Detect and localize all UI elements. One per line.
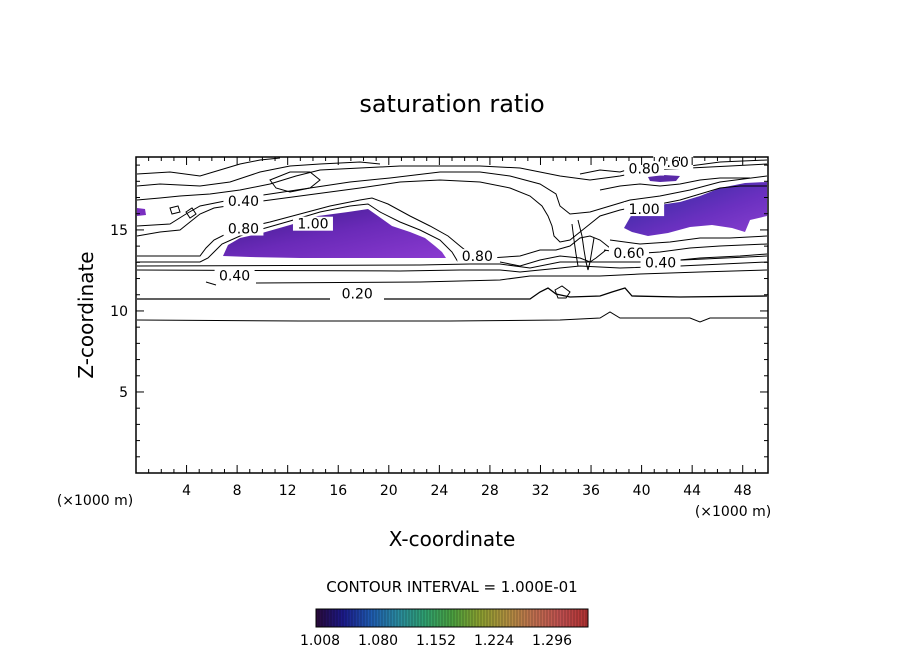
x-tick-label: 40	[633, 483, 651, 499]
contour-label: 0.80	[629, 162, 660, 178]
x-axis-ticks: 4 8 12 16 20 24 28 32 36 40 44 48	[148, 157, 756, 499]
shaded-region-top-right	[648, 175, 680, 182]
colorbar-tick-label: 1.224	[474, 633, 514, 649]
y-unit-label: (×1000 m)	[57, 493, 133, 509]
contour-interval-text: CONTOUR INTERVAL = 1.000E-01	[326, 578, 577, 596]
contour-label: 0.80	[228, 222, 259, 238]
y-axis-ticks: 5 10 15	[110, 164, 768, 458]
x-tick-label: 16	[329, 483, 347, 499]
contour-label: 0.60	[613, 246, 644, 262]
contour-label: 0.40	[228, 194, 259, 210]
x-tick-label: 8	[233, 483, 242, 499]
contour-label: 0.20	[342, 286, 373, 302]
x-tick-label: 32	[532, 483, 550, 499]
contour-label-bg	[214, 268, 255, 283]
y-tick-label: 15	[110, 223, 128, 239]
y-tick-label: 5	[119, 385, 128, 401]
contour-label-group: 0.200.400.800.401.000.800.600.801.000.60…	[214, 155, 694, 302]
colorbar-stripes	[318, 609, 587, 627]
contour-label-bg	[457, 249, 498, 264]
contour-label-bg	[640, 255, 681, 270]
colorbar-tick-label: 1.152	[416, 633, 456, 649]
shaded-region-right	[624, 182, 767, 236]
x-tick-label: 44	[683, 483, 701, 499]
shaded-region-left-edge	[137, 208, 146, 216]
y-axis-label: Z-coordinate	[74, 251, 98, 378]
contour-label: 0.40	[645, 256, 676, 272]
contour-label-bg	[337, 286, 378, 301]
colorbar-tick-label: 1.008	[300, 633, 340, 649]
colorbar-labels: 1.008 1.080 1.152 1.224 1.296	[300, 633, 572, 649]
contour-label-bg	[624, 161, 665, 176]
x-tick-label: 36	[582, 483, 600, 499]
contour-label-bg	[608, 245, 649, 260]
x-tick-label: 20	[380, 483, 398, 499]
contour-label: 0.80	[462, 249, 493, 265]
x-tick-label: 48	[734, 483, 752, 499]
x-tick-label: 12	[279, 483, 297, 499]
colorbar-tick-label: 1.080	[358, 633, 398, 649]
x-tick-label: 28	[481, 483, 499, 499]
contour-label: 0.40	[219, 269, 250, 285]
contour-label-bg	[223, 193, 264, 208]
colorbar	[315, 608, 589, 628]
shaded-region-main	[223, 209, 446, 258]
colorbar-tick-label: 1.296	[532, 633, 572, 649]
contour-label-bg	[223, 221, 264, 236]
y-tick-label: 10	[110, 304, 128, 320]
contour-label-bg	[292, 216, 333, 231]
chart-title: saturation ratio	[359, 90, 544, 118]
contour-label-bg	[624, 202, 665, 217]
x-tick-label: 4	[182, 483, 191, 499]
contour-label: 0.60	[658, 155, 689, 171]
contour-label: 1.00	[297, 217, 328, 233]
x-tick-label: 24	[430, 483, 448, 499]
x-unit-label: (×1000 m)	[695, 504, 771, 520]
contour-label: 1.00	[629, 202, 660, 218]
x-axis-label: X-coordinate	[389, 527, 516, 551]
